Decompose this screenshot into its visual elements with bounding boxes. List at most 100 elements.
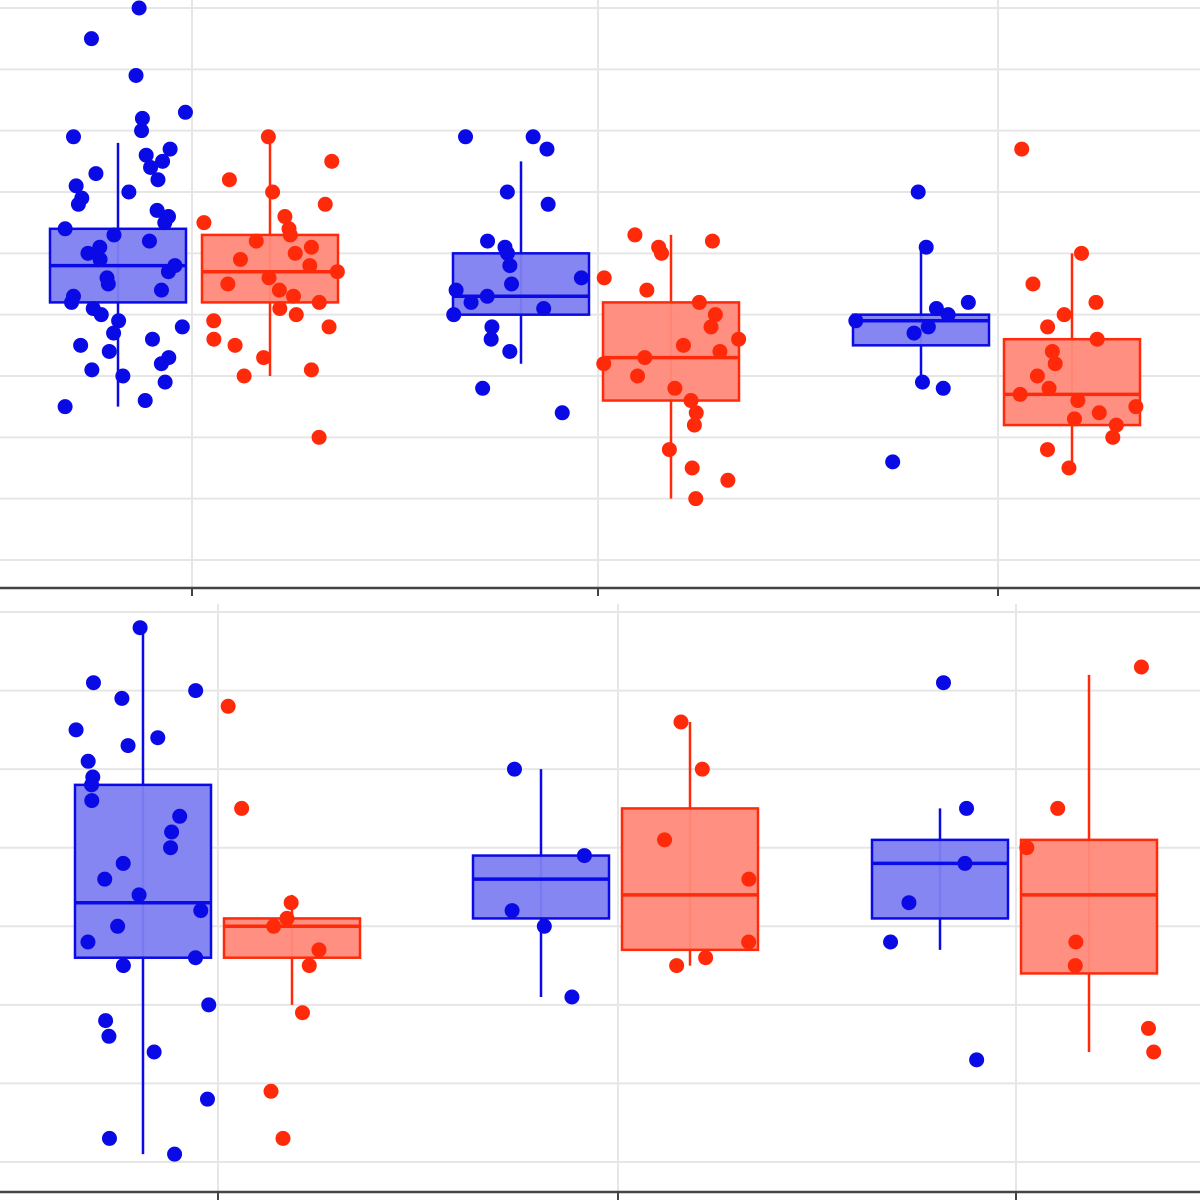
data-point (1029, 368, 1045, 384)
data-point (174, 319, 190, 335)
data-point (686, 417, 702, 433)
data-point (1056, 307, 1072, 323)
data-point (446, 307, 462, 323)
data-point (712, 343, 728, 359)
data-point (220, 276, 236, 292)
data-point (263, 1083, 279, 1099)
data-point (160, 264, 176, 280)
data-point (914, 374, 930, 390)
data-point (499, 184, 515, 200)
data-point (969, 1052, 985, 1068)
data-point (502, 258, 518, 274)
data-point (121, 184, 137, 200)
data-point (80, 934, 96, 950)
data-point (630, 368, 646, 384)
data-point (906, 325, 922, 341)
data-point (1019, 840, 1035, 856)
data-point (134, 110, 150, 126)
data-point (150, 730, 166, 746)
box-iqr (1002, 337, 1142, 427)
data-point (138, 147, 154, 163)
data-point (458, 129, 474, 145)
data-point (1146, 1044, 1162, 1060)
data-point (227, 337, 243, 353)
data-point (93, 307, 109, 323)
data-point (573, 270, 589, 286)
data-point (115, 958, 131, 974)
data-point (111, 313, 127, 329)
data-point (669, 958, 685, 974)
data-point (1091, 405, 1107, 421)
data-point (288, 307, 304, 323)
data-point (294, 1005, 310, 1021)
data-point (688, 405, 704, 421)
data-point (97, 871, 113, 887)
data-point (480, 233, 496, 249)
data-point (234, 800, 250, 816)
data-point (114, 690, 130, 706)
data-point (177, 104, 193, 120)
data-point (131, 887, 147, 903)
data-point (271, 282, 287, 298)
data-point (64, 294, 80, 310)
top-box-plot-panel (0, 0, 1200, 596)
data-point (311, 942, 327, 958)
data-point (596, 270, 612, 286)
data-point (463, 294, 479, 310)
data-point (684, 460, 700, 476)
data-point (479, 288, 495, 304)
data-point (282, 227, 298, 243)
data-point (504, 276, 520, 292)
data-point (667, 380, 683, 396)
data-point (120, 738, 136, 754)
data-point (1073, 245, 1089, 261)
data-point (1088, 294, 1104, 310)
data-point (627, 227, 643, 243)
data-point (80, 245, 96, 261)
box-iqr (222, 917, 362, 959)
data-point (149, 202, 165, 218)
data-point (661, 442, 677, 458)
data-point (1070, 393, 1086, 409)
data-point (883, 934, 899, 950)
data-point (1108, 417, 1124, 433)
data-point (1068, 934, 1084, 950)
data-point (137, 393, 153, 409)
data-point (506, 761, 522, 777)
data-point (106, 325, 122, 341)
data-point (657, 832, 673, 848)
data-point (564, 989, 580, 1005)
data-point (1128, 399, 1144, 415)
box-iqr (870, 838, 1010, 920)
data-point (303, 362, 319, 378)
data-point (283, 895, 299, 911)
data-point (92, 251, 108, 267)
data-point (221, 172, 237, 188)
data-point (1067, 958, 1083, 974)
data-point (236, 368, 252, 384)
data-point (65, 129, 81, 145)
data-point (57, 399, 73, 415)
data-point (475, 380, 491, 396)
data-point (85, 675, 101, 691)
data-point (329, 264, 345, 280)
data-point (918, 239, 934, 255)
data-point (536, 301, 552, 317)
data-point (311, 429, 327, 445)
data-point (1133, 659, 1149, 675)
data-point (260, 129, 276, 145)
box-iqr (620, 807, 760, 952)
data-point (1044, 343, 1060, 359)
data-point (554, 405, 570, 421)
data-point (928, 301, 944, 317)
data-point (1066, 411, 1082, 427)
data-point (484, 319, 500, 335)
data-point (232, 251, 248, 267)
data-point (134, 123, 150, 139)
data-point (157, 215, 173, 231)
data-point (101, 1028, 117, 1044)
data-point (502, 343, 518, 359)
data-point (100, 276, 116, 292)
data-point (83, 31, 99, 47)
data-point (1012, 386, 1028, 402)
